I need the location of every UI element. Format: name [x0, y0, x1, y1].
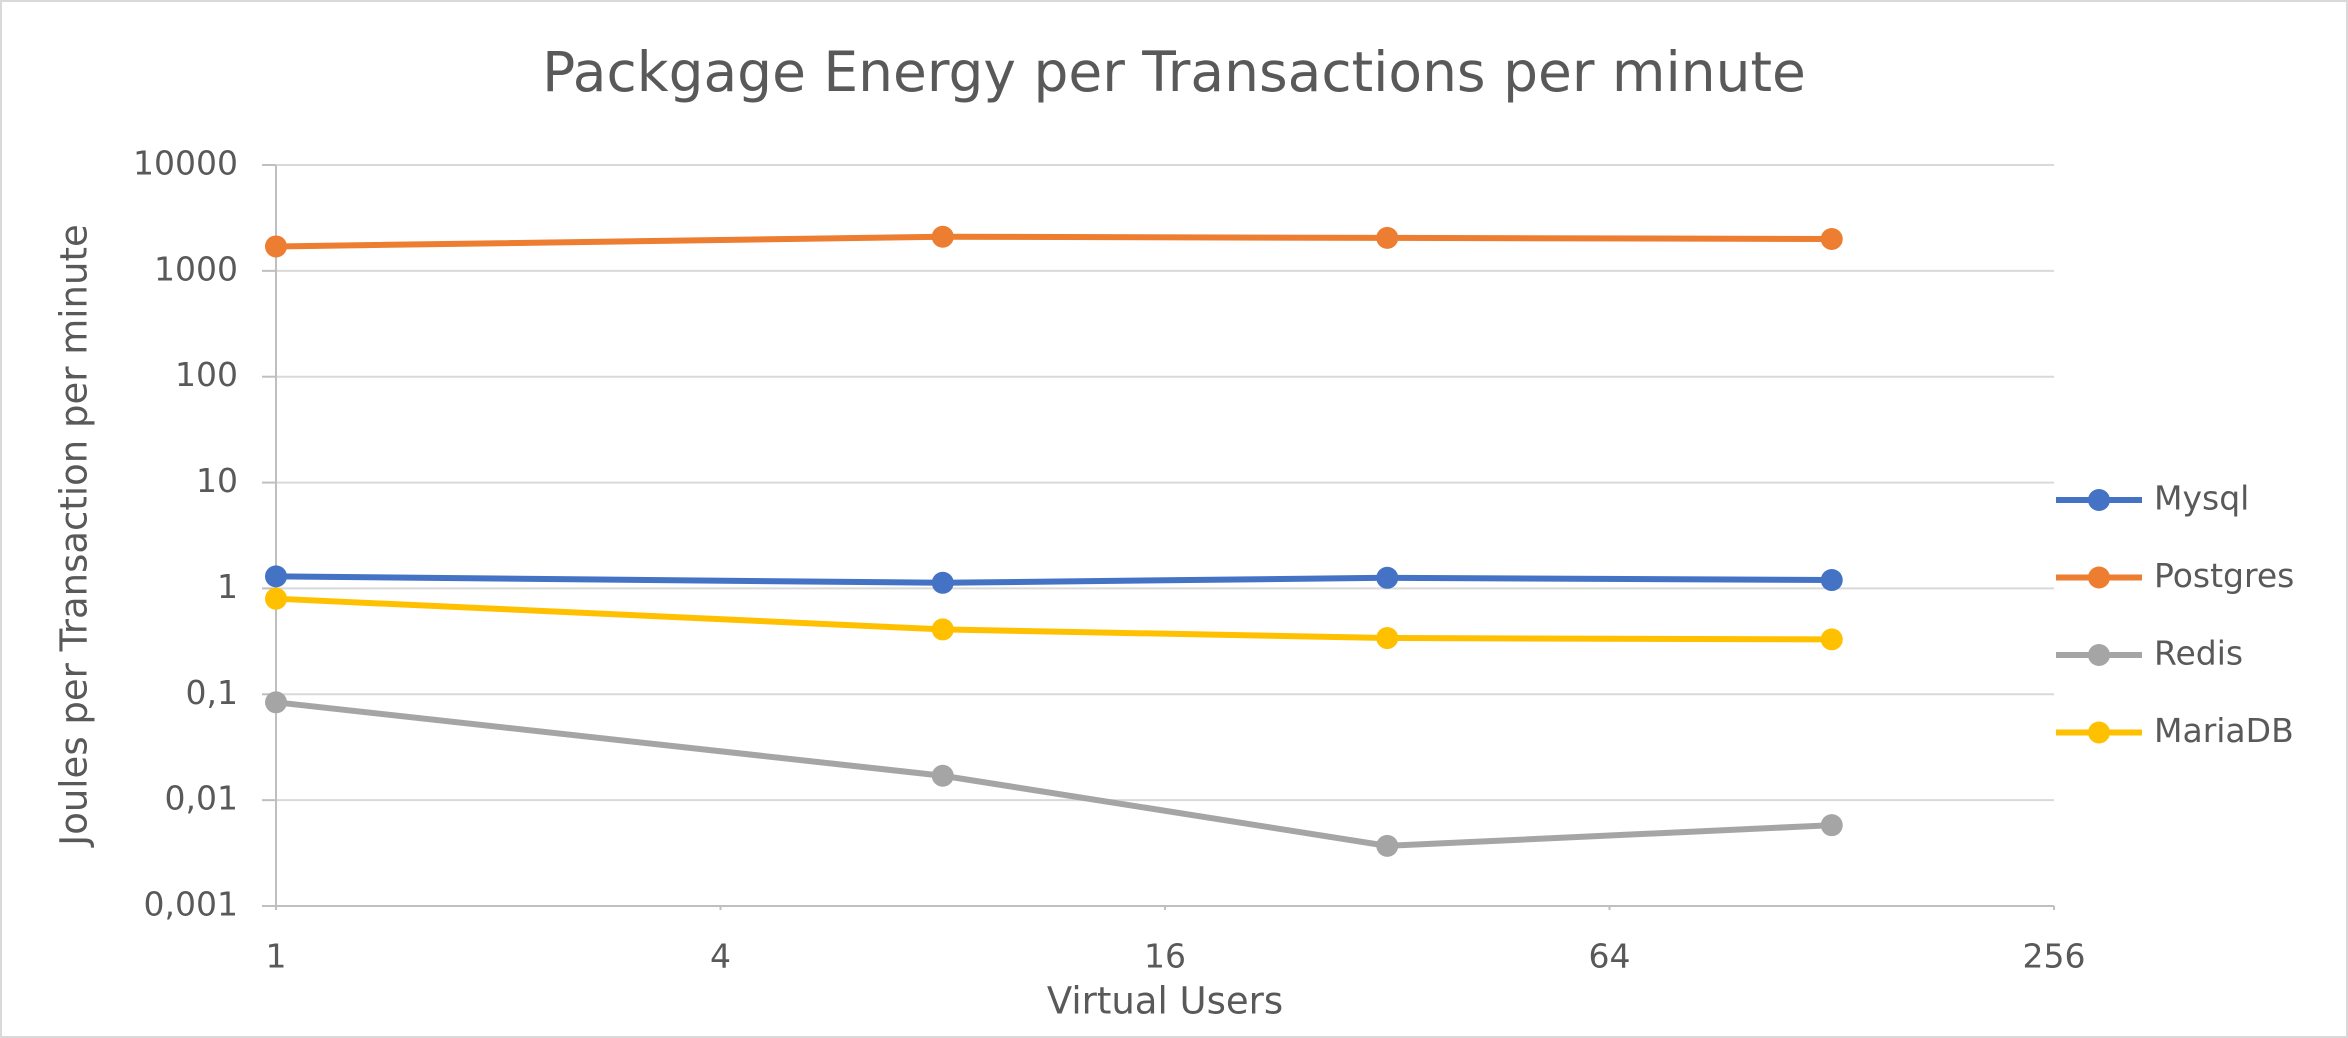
legend-marker — [2088, 721, 2110, 744]
y-tick-label: 10 — [196, 461, 238, 500]
data-point — [265, 565, 287, 588]
x-tick-label: 16 — [1144, 937, 1186, 976]
legend-label: Mysql — [2154, 479, 2249, 518]
data-point — [1376, 226, 1399, 249]
series-line — [275, 573, 1832, 586]
y-tick-label: 0,1 — [186, 673, 238, 712]
data-point — [265, 587, 287, 610]
data-point — [1820, 227, 1843, 250]
data-point — [265, 235, 287, 258]
y-tick-label: 100 — [175, 355, 238, 394]
series-line — [275, 233, 1832, 250]
data-point — [1376, 566, 1399, 589]
x-axis-label: Virtual Users — [1047, 980, 1283, 1023]
y-axis-label: Joules per Transaction per minute — [53, 224, 96, 847]
legend-marker — [2088, 644, 2110, 666]
legend-label: MariaDB — [2154, 711, 2294, 750]
y-tick-label: 0,01 — [165, 779, 238, 818]
y-tick-label: 10000 — [133, 144, 238, 183]
data-point — [265, 691, 287, 714]
series-line — [275, 699, 1832, 849]
data-point — [931, 225, 954, 248]
y-tick-label: 0,001 — [144, 885, 238, 924]
legend-label: Redis — [2154, 634, 2243, 673]
x-tick-label: 1 — [266, 937, 287, 976]
data-point — [1376, 834, 1399, 857]
data-point — [1820, 628, 1843, 651]
data-point — [931, 571, 954, 594]
x-tick-label: 4 — [710, 937, 731, 976]
data-point — [931, 764, 954, 787]
chart-title: Packgage Energy per Transactions per min… — [542, 40, 1806, 104]
legend-marker — [2088, 489, 2110, 511]
data-point — [1820, 569, 1843, 592]
data-point — [1376, 627, 1399, 650]
data-point — [1820, 814, 1843, 837]
y-tick-label: 1 — [217, 567, 238, 606]
x-tick-label: 256 — [2023, 937, 2086, 976]
data-point — [931, 618, 954, 641]
x-tick-label: 64 — [1589, 937, 1631, 976]
series-line — [275, 595, 1832, 643]
legend-label: Postgres — [2154, 556, 2294, 595]
legend-marker — [2088, 566, 2110, 589]
y-tick-label: 1000 — [154, 249, 238, 288]
